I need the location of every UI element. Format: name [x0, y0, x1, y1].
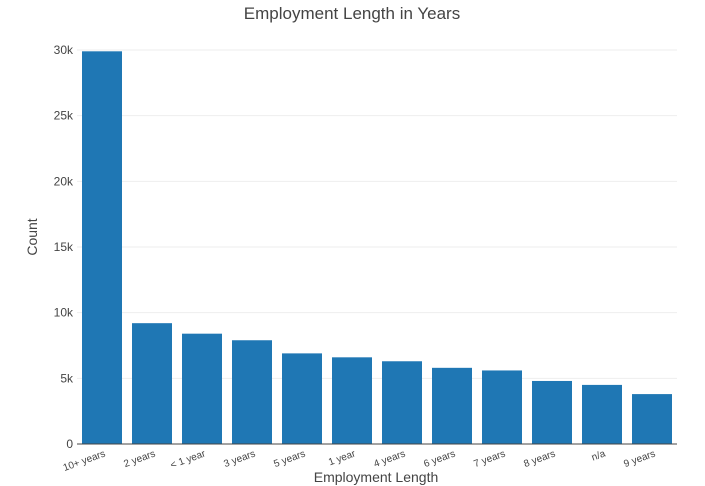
- y-tick-label: 30k: [54, 43, 74, 57]
- bar[interactable]: [82, 51, 122, 445]
- x-tick-label: 5 years: [272, 448, 307, 470]
- y-tick-label: 10k: [54, 306, 74, 320]
- y-tick-label: 25k: [54, 109, 74, 123]
- bar[interactable]: [132, 323, 172, 444]
- x-tick-label: 1 year: [327, 448, 358, 468]
- x-tick-label: 6 years: [422, 448, 457, 470]
- y-tick-label: 15k: [54, 240, 74, 254]
- bar[interactable]: [182, 333, 222, 444]
- x-tick-label: 3 years: [222, 448, 257, 470]
- gridlines: [77, 49, 677, 379]
- y-axis-ticks: 0 5k 10k 15k 20k 25k 30k: [54, 43, 74, 451]
- bar[interactable]: [232, 340, 272, 444]
- y-tick-label: 20k: [54, 174, 74, 188]
- bar[interactable]: [382, 361, 422, 444]
- bar[interactable]: [632, 394, 672, 444]
- bar[interactable]: [282, 353, 322, 444]
- x-tick-label: 4 years: [372, 448, 407, 470]
- bar[interactable]: [582, 384, 622, 444]
- bar[interactable]: [532, 380, 572, 444]
- x-tick-label: < 1 year: [169, 448, 208, 471]
- x-tick-label: 7 years: [472, 448, 507, 470]
- x-axis-title: Employment Length: [314, 469, 439, 485]
- x-tick-label: 10+ years: [62, 448, 107, 473]
- x-tick-label: n/a: [590, 448, 607, 463]
- x-tick-label: 2 years: [122, 448, 157, 470]
- y-axis-title: Count: [24, 218, 40, 255]
- chart-title: Employment Length in Years: [244, 4, 460, 23]
- bar[interactable]: [432, 367, 472, 444]
- y-tick-label: 5k: [60, 371, 74, 385]
- y-tick-label: 0: [66, 437, 73, 451]
- bar[interactable]: [482, 370, 522, 444]
- bars: [82, 51, 672, 445]
- x-tick-label: 8 years: [522, 448, 557, 470]
- bar[interactable]: [332, 357, 372, 444]
- x-tick-label: 9 years: [622, 448, 657, 470]
